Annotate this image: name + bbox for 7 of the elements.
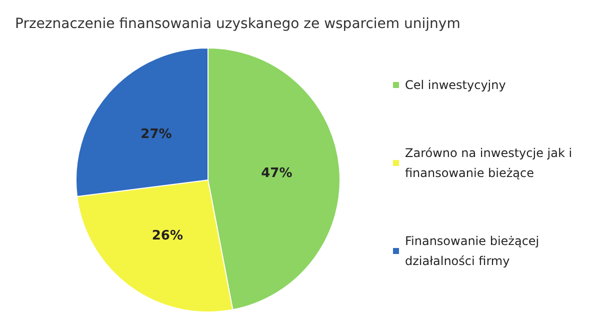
data-label: 27% bbox=[140, 126, 172, 142]
data-label: 26% bbox=[152, 228, 184, 244]
legend-label: Zarówno na inwestycje jak i finansowanie bieżące bbox=[405, 146, 576, 180]
chart-title: Przeznaczenie finansowania uzyskanego ze wsparciem unijnym bbox=[15, 16, 460, 32]
legend-label: Finansowanie bieżącej działalności firmy bbox=[405, 234, 543, 268]
legend-label: Cel inwestycyjny bbox=[405, 78, 506, 92]
data-label: 47% bbox=[261, 166, 292, 182]
